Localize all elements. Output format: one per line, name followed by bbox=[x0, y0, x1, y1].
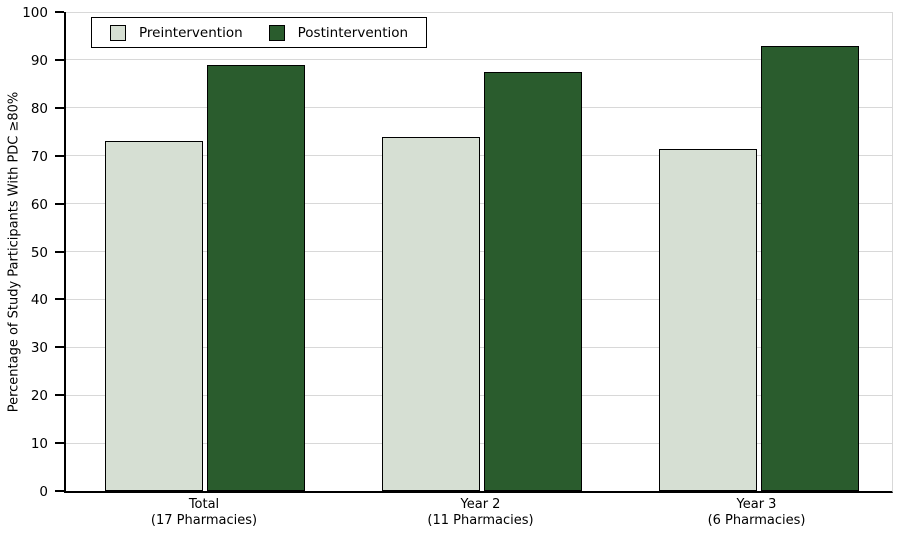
y-tick-label: 100 bbox=[22, 5, 48, 21]
y-tick-label: 80 bbox=[30, 100, 48, 117]
y-tick bbox=[55, 442, 64, 445]
gridline bbox=[66, 59, 892, 61]
y-tick-label: 40 bbox=[30, 292, 48, 309]
y-tick bbox=[55, 154, 64, 157]
y-tick-label: 90 bbox=[30, 52, 48, 69]
bar-group bbox=[105, 12, 305, 491]
y-tick bbox=[55, 250, 64, 253]
y-tick-label: 0 bbox=[39, 484, 48, 500]
y-tick bbox=[55, 58, 64, 61]
legend-swatch-postintervention bbox=[268, 24, 285, 41]
x-category-label-line1: Total bbox=[188, 497, 220, 512]
y-tick bbox=[55, 11, 64, 13]
bar-postintervention-year-2 bbox=[484, 72, 582, 491]
legend-item: Postintervention bbox=[268, 24, 409, 41]
bar-preintervention-total bbox=[105, 141, 203, 491]
legend-item: Preintervention bbox=[110, 24, 243, 41]
y-tick bbox=[55, 202, 64, 205]
y-tick-label: 10 bbox=[30, 436, 48, 453]
legend-swatch-preintervention bbox=[110, 24, 126, 41]
y-tick-label: 70 bbox=[30, 148, 48, 165]
legend-label: Preintervention bbox=[139, 24, 243, 41]
y-tick-label: 50 bbox=[30, 244, 48, 261]
x-category-label: Total (17 Pharmacies) bbox=[94, 497, 314, 529]
y-tick bbox=[55, 298, 64, 301]
y-tick bbox=[55, 394, 64, 397]
bar-group bbox=[382, 12, 582, 491]
x-category-label-line2: (17 Pharmacies) bbox=[150, 513, 258, 528]
y-tick-label: 30 bbox=[30, 340, 48, 357]
y-tick bbox=[55, 106, 64, 109]
x-category-label-line2: (11 Pharmacies) bbox=[427, 513, 534, 528]
bar-postintervention-year-3 bbox=[760, 45, 859, 491]
x-category-label-line1: Year 2 bbox=[460, 497, 501, 512]
x-category-label-line1: Year 3 bbox=[736, 497, 777, 512]
y-tick bbox=[55, 346, 64, 349]
plot-area: Preintervention Postintervention bbox=[55, 11, 893, 493]
x-category-label: Year 3 (6 Pharmacies) bbox=[647, 497, 867, 529]
legend-label: Postintervention bbox=[297, 24, 409, 41]
x-category-label-line2: (6 Pharmacies) bbox=[707, 513, 806, 528]
y-tick bbox=[55, 490, 64, 492]
gridline bbox=[66, 107, 892, 109]
bar-group bbox=[658, 12, 859, 491]
bar-preintervention-year-3 bbox=[658, 149, 757, 491]
legend: Preintervention Postintervention bbox=[91, 17, 428, 48]
y-tick-label: 20 bbox=[30, 388, 48, 405]
x-category-label: Year 2 (11 Pharmacies) bbox=[371, 497, 591, 529]
y-tick-label: 60 bbox=[30, 196, 48, 213]
bar-preintervention-year-2 bbox=[382, 136, 480, 491]
bar-postintervention-total bbox=[207, 64, 305, 491]
gridline bbox=[66, 11, 892, 13]
